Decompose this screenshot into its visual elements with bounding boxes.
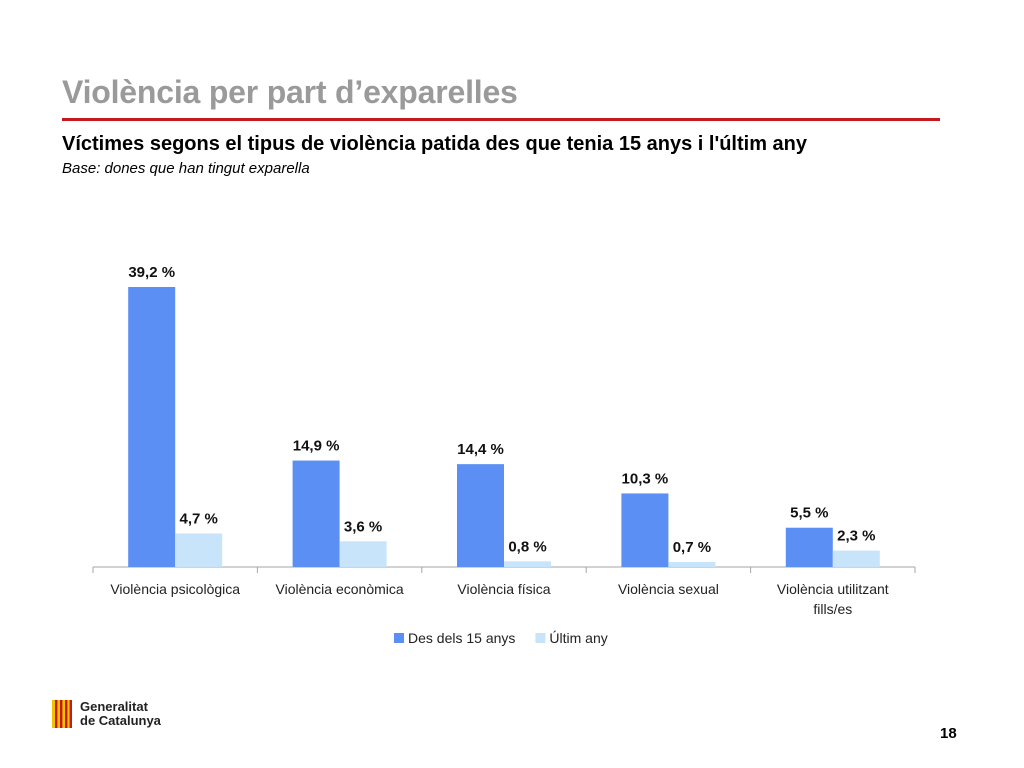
legend-swatch-ultim-any xyxy=(535,633,546,643)
logo-line-2: de Catalunya xyxy=(80,713,161,728)
x-tick-label: Violència utilitzant fills/es xyxy=(777,581,889,617)
bar-des-dels-15-anys xyxy=(292,460,340,567)
data-label: 0,8 % xyxy=(508,538,546,555)
data-label: 10,3 % xyxy=(622,470,669,487)
data-label: 2,3 % xyxy=(837,528,875,545)
data-label: 39,2 % xyxy=(128,264,175,281)
bar-ultim-any xyxy=(668,562,716,567)
bar-des-dels-15-anys xyxy=(621,493,669,567)
data-label: 4,7 % xyxy=(180,510,218,527)
chart-subtitle: Víctimes segons el tipus de violència pa… xyxy=(62,133,807,155)
legend-swatch-des-dels-15-anys xyxy=(394,633,404,643)
bar-chart: 39,2 % 4,7 % Violència psicològica 14,9 % 3,… xyxy=(92,264,916,646)
data-label: 0,7 % xyxy=(673,539,711,556)
data-label: 14,9 % xyxy=(293,438,340,455)
x-tick-label: Violència econòmica xyxy=(276,581,404,597)
generalitat-stripes-logo-icon xyxy=(52,700,72,728)
bar-ultim-any xyxy=(832,550,880,567)
page-number: 18 xyxy=(940,725,957,742)
x-tick-label: Violència física xyxy=(457,581,550,597)
generalitat-logo: Generalitat de Catalunya xyxy=(52,700,161,728)
slide-title: Violència per part d’exparelles xyxy=(62,74,518,110)
bar-des-dels-15-anys xyxy=(457,464,504,567)
data-label: 3,6 % xyxy=(344,518,382,535)
bar-des-dels-15-anys xyxy=(785,527,833,567)
legend-label-ultim-any: Últim any xyxy=(549,630,607,646)
legend-label-des-dels-15-anys: Des dels 15 anys xyxy=(408,630,515,646)
x-tick-label: Violència psicològica xyxy=(110,581,240,597)
bar-ultim-any xyxy=(339,541,387,567)
bar-ultim-any xyxy=(504,561,551,567)
x-tick-label: Violència sexual xyxy=(618,581,719,597)
data-label: 5,5 % xyxy=(790,505,828,522)
bar-des-dels-15-anys xyxy=(128,287,176,567)
data-label: 14,4 % xyxy=(457,441,504,458)
base-note: Base: dones que han tingut exparella xyxy=(62,160,310,177)
bar-ultim-any xyxy=(175,533,223,567)
logo-line-1: Generalitat xyxy=(80,699,148,714)
title-rule xyxy=(62,118,940,121)
